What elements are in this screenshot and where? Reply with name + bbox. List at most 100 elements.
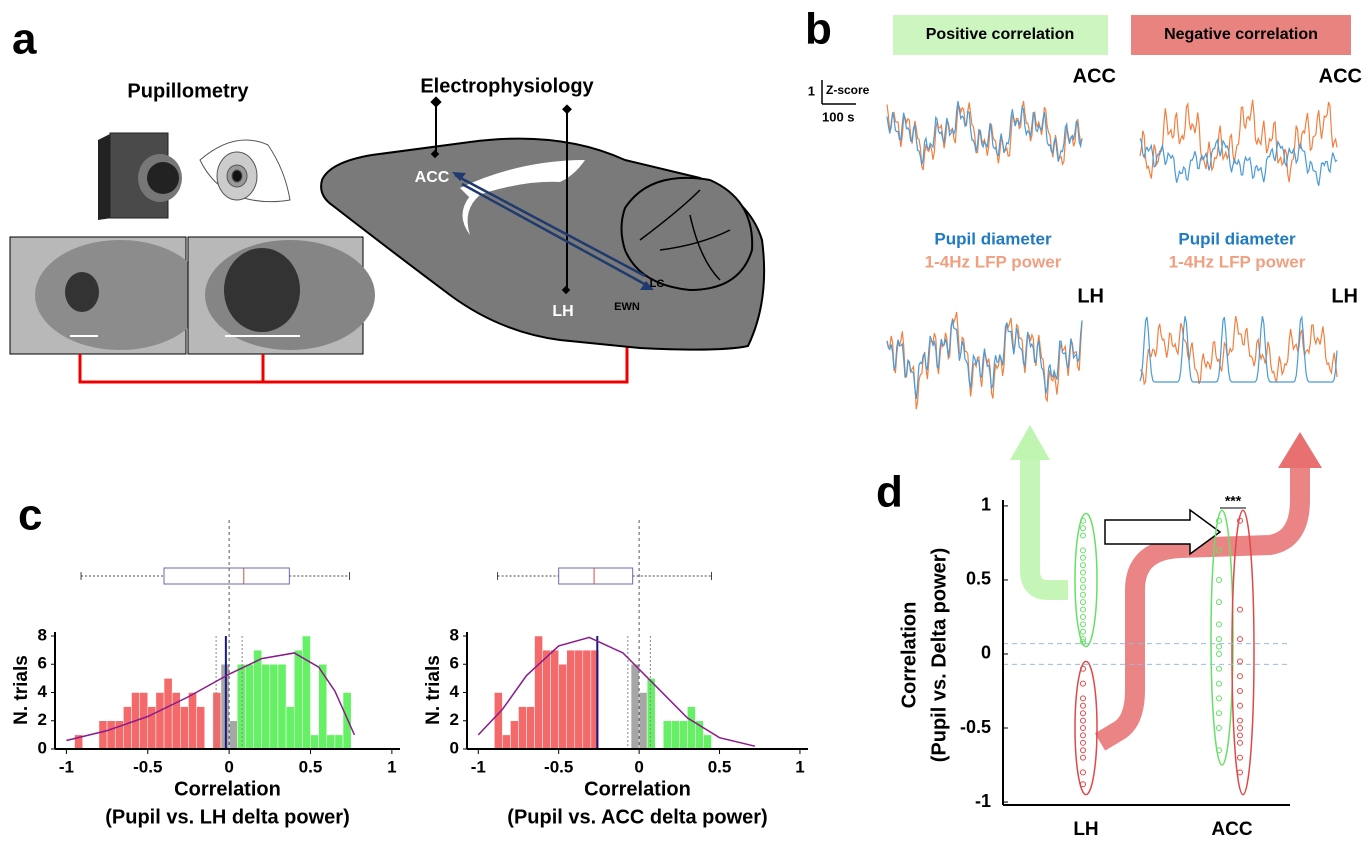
bar	[188, 692, 197, 750]
point	[1080, 599, 1086, 606]
y-tick-label: 0	[38, 738, 47, 757]
group-ellipse	[1074, 512, 1098, 648]
header-box	[893, 15, 1108, 55]
x-tick-label: -0.5	[133, 757, 162, 776]
camera	[98, 132, 182, 220]
point	[1237, 739, 1243, 746]
y-tick-label: 2	[38, 710, 47, 729]
trace	[1139, 315, 1338, 386]
point	[1080, 739, 1086, 746]
point	[1216, 695, 1222, 702]
trace	[886, 100, 1083, 171]
point	[1216, 621, 1222, 628]
flow-arrows	[1010, 425, 1322, 751]
y-axis-label: (Pupil vs. Delta power)	[928, 548, 950, 762]
bar	[310, 734, 319, 750]
x-tick-label: 0	[634, 757, 643, 776]
x-tick-label: -1	[59, 757, 74, 776]
bar	[285, 706, 295, 750]
bar	[123, 706, 132, 750]
fit-curve	[477, 636, 756, 747]
point	[1237, 725, 1243, 732]
traces	[886, 99, 1338, 410]
group-ellipse	[1074, 660, 1098, 796]
scale-bar	[821, 80, 856, 105]
point	[1216, 547, 1222, 554]
point	[1216, 747, 1222, 754]
y-tick-label: 6	[450, 654, 459, 673]
bar	[245, 664, 254, 750]
point	[1080, 569, 1086, 576]
bar	[293, 649, 303, 750]
box	[163, 567, 290, 585]
y-tick-label: 8	[450, 625, 459, 644]
y-tick-label: 6	[38, 654, 47, 673]
x-axis-label: (Pupil vs. ACC delta power)	[507, 806, 767, 828]
bar	[703, 734, 712, 750]
trace	[1139, 99, 1338, 183]
point	[1237, 754, 1243, 761]
bar	[163, 678, 173, 750]
bar	[502, 734, 511, 750]
scale-label: 1	[808, 83, 815, 98]
region-label: LC	[650, 278, 665, 290]
x-tick-label: 1	[795, 757, 804, 776]
point	[1237, 606, 1243, 613]
bar	[237, 664, 246, 750]
y-axis-label: Correlation	[898, 602, 920, 709]
point	[1080, 769, 1086, 776]
point	[1080, 747, 1086, 754]
bar	[277, 664, 287, 750]
y-tick-label: -1	[975, 791, 991, 811]
point	[1216, 599, 1222, 606]
bar	[342, 692, 352, 750]
region-label: LH	[1077, 285, 1104, 307]
point	[1080, 621, 1086, 628]
panel-label: b	[805, 5, 832, 54]
bar	[542, 649, 551, 750]
point	[1237, 732, 1243, 739]
point	[1216, 576, 1222, 583]
y-axis-label: N. trials	[423, 655, 444, 725]
bar	[630, 664, 640, 750]
point	[1237, 717, 1243, 724]
point	[1080, 702, 1086, 709]
x-tick-label: -1	[471, 757, 486, 776]
region-label: ACC	[1073, 65, 1116, 87]
point	[1216, 517, 1222, 524]
legend-entry: 1-4Hz LFP power	[925, 252, 1062, 271]
bar	[326, 734, 336, 750]
region-label: ACC	[1319, 65, 1362, 87]
bar	[534, 635, 543, 750]
header-box	[1131, 15, 1351, 55]
point	[1080, 680, 1086, 687]
y-tick-label: 0	[981, 643, 991, 663]
bar	[212, 692, 222, 750]
point	[1216, 680, 1222, 687]
scale-label: Z-score	[826, 83, 870, 97]
point	[1080, 562, 1086, 569]
bar	[494, 692, 503, 750]
bar	[261, 664, 271, 750]
legend-entry: Pupil diameter	[934, 229, 1052, 248]
heading: Electrophysiology	[420, 75, 594, 97]
panel-label: d	[876, 468, 903, 517]
x-tick-label: 0	[224, 757, 233, 776]
annotation: ***	[1225, 493, 1242, 509]
fit-curve	[66, 652, 356, 742]
bar	[558, 664, 567, 750]
point	[1080, 695, 1086, 702]
point	[1080, 532, 1086, 539]
bar	[253, 649, 262, 750]
trace	[1139, 315, 1338, 383]
bar	[106, 720, 116, 750]
point	[1080, 584, 1086, 591]
legend-entry: 1-4Hz LFP power	[1169, 252, 1306, 271]
point	[1080, 554, 1086, 561]
point	[1080, 639, 1086, 646]
point	[1080, 628, 1086, 635]
panel-label: c	[18, 491, 42, 540]
x-tick-label: LH	[1073, 819, 1098, 840]
bar	[302, 635, 311, 750]
